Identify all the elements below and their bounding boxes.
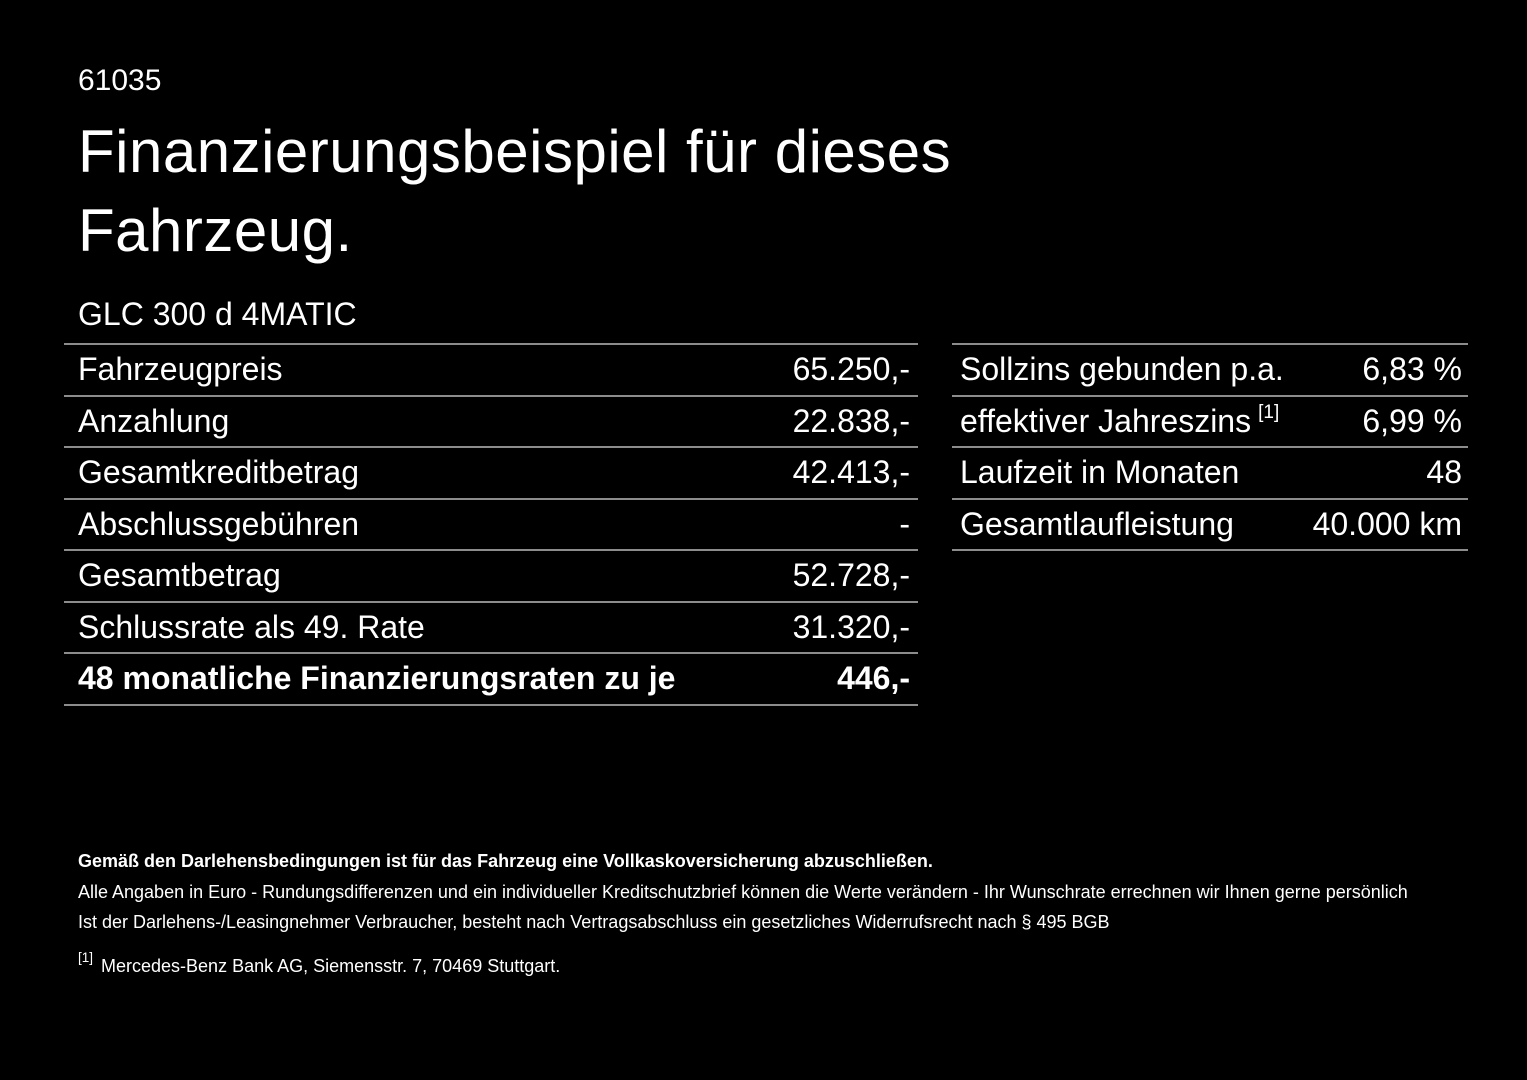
image-code: 61035 — [78, 64, 162, 97]
condition-row-effektiver-jahreszins: effektiver Jahreszins [1] 6,99 % — [952, 397, 1468, 448]
row-label: effektiver Jahreszins [1] — [960, 402, 1280, 440]
row-value: 6,83 % — [1362, 351, 1462, 388]
row-label: Anzahlung — [78, 402, 230, 439]
footnote-reference-marker: [1] — [1258, 402, 1280, 424]
row-label: Sollzins gebunden p.a. — [960, 351, 1284, 388]
row-label: Laufzeit in Monaten — [960, 454, 1240, 491]
page-title-line1: Finanzierungsbeispiel für dieses — [78, 118, 952, 185]
row-value: 6,99 % — [1362, 402, 1462, 439]
row-value: 42.413,- — [792, 454, 910, 491]
row-label: Gesamtkreditbetrag — [78, 454, 360, 491]
condition-row-sollzins: Sollzins gebunden p.a. 6,83 % — [952, 345, 1468, 397]
row-value: 65.250,- — [792, 351, 910, 388]
condition-row-gesamtlaufleistung: Gesamtlaufleistung 40.000 km — [952, 500, 1468, 551]
bank-footnote: [1] Mercedes-Benz Bank AG, Siemensstr. 7,… — [78, 946, 1478, 982]
condition-row-laufzeit: Laufzeit in Monaten 48 — [952, 448, 1468, 500]
row-value: 40.000 km — [1312, 505, 1462, 542]
euro-disclaimer-note: Alle Angaben in Euro - Rundungsdifferenz… — [78, 881, 1408, 902]
row-label: Gesamtbetrag — [78, 557, 281, 594]
conditions-table: Sollzins gebunden p.a. 6,83 % effektiver… — [952, 343, 1468, 551]
row-label: Fahrzeugpreis — [78, 351, 283, 388]
finance-row-abschlussgebuehren: Abschlussgebühren - — [64, 500, 918, 551]
row-value: 446,- — [837, 660, 910, 697]
finance-table: Fahrzeugpreis 65.250,- Anzahlung 22.838,… — [64, 343, 918, 706]
withdrawal-right-note: Ist der Darlehens-/Leasingnehmer Verbrau… — [78, 912, 1110, 932]
finance-row-monatsraten: 48 monatliche Finanzierungsraten zu je 4… — [64, 654, 918, 706]
row-value: 31.320,- — [792, 608, 910, 645]
row-label-text: effektiver Jahreszins — [960, 402, 1252, 439]
legal-footer: Gemäß den Darlehensbedingungen ist für d… — [78, 846, 1478, 981]
footnote-text: Mercedes-Benz Bank AG, Siemensstr. 7, 70… — [101, 955, 561, 976]
vehicle-model: GLC 300 d 4MATIC — [78, 296, 357, 332]
row-value: 22.838,- — [792, 402, 910, 439]
row-value: 52.728,- — [792, 557, 910, 594]
finance-row-gesamtbetrag: Gesamtbetrag 52.728,- — [64, 551, 918, 603]
footnote-marker: [1] — [78, 949, 94, 965]
row-label: 48 monatliche Finanzierungsraten zu je — [78, 660, 676, 697]
insurance-requirement-note: Gemäß den Darlehensbedingungen ist für d… — [78, 851, 933, 871]
finance-row-anzahlung: Anzahlung 22.838,- — [64, 397, 918, 448]
finance-row-schlussrate: Schlussrate als 49. Rate 31.320,- — [64, 603, 918, 654]
row-value: - — [899, 505, 910, 542]
finance-row-fahrzeugpreis: Fahrzeugpreis 65.250,- — [64, 345, 918, 397]
row-label: Abschlussgebühren — [78, 505, 360, 542]
row-value: 48 — [1426, 454, 1462, 491]
page-title-line2: Fahrzeug. — [78, 197, 353, 264]
row-label: Gesamtlaufleistung — [960, 505, 1234, 542]
finance-row-gesamtkreditbetrag: Gesamtkreditbetrag 42.413,- — [64, 448, 918, 500]
page-title: Finanzierungsbeispiel für dieses Fahrzeu… — [78, 112, 951, 270]
row-label: Schlussrate als 49. Rate — [78, 608, 425, 645]
